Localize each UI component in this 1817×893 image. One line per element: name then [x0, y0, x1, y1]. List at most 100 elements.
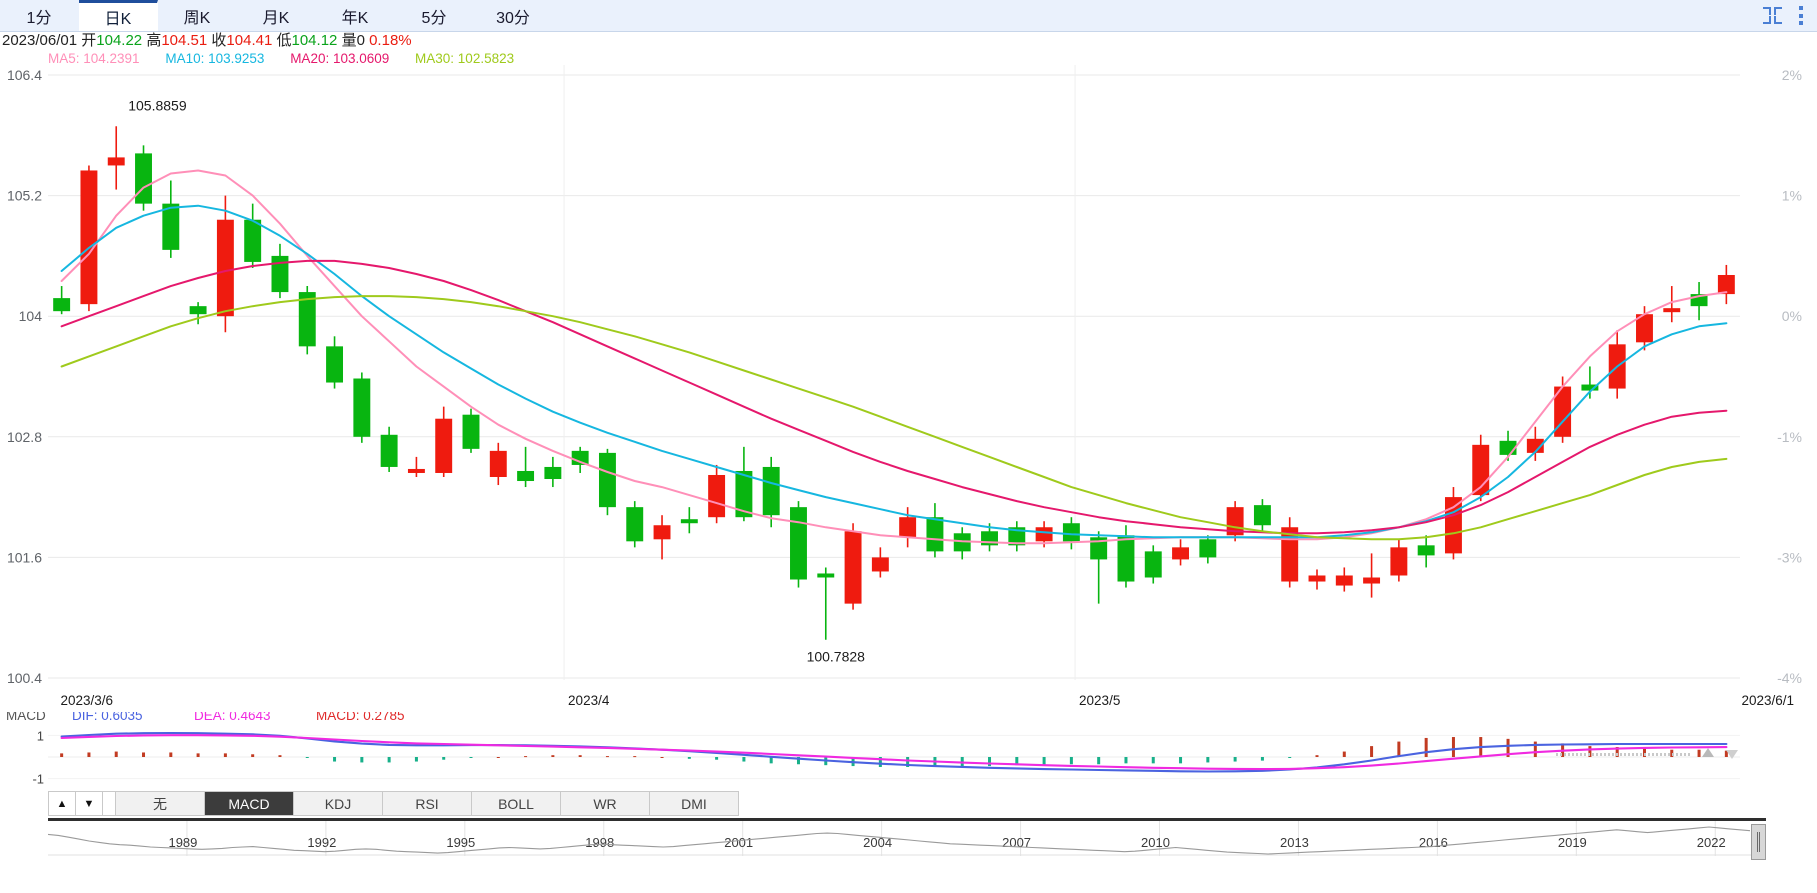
macd-histogram-bar — [960, 757, 964, 767]
candlestick — [517, 446, 535, 488]
volume-value: 0 — [356, 32, 365, 49]
macd-histogram-bar — [196, 753, 200, 757]
tab-1min[interactable]: 1分 — [26, 9, 52, 27]
candlestick — [708, 464, 726, 524]
price-chart[interactable]: 106.4 105.2 104 102.8 101.6 100.4 2% 1% 0% -1% -3%… — [0, 0, 1817, 740]
minimap-year-label: 2010 — [1141, 835, 1170, 850]
macd-value-readout: MACD: 0.2785 — [316, 712, 405, 723]
scroll-down-triangle-icon[interactable] — [1726, 750, 1738, 759]
candlestick — [216, 195, 234, 333]
candlestick — [80, 165, 98, 312]
ma-line — [60, 259, 1728, 535]
candlestick — [1417, 535, 1435, 568]
macd-dea-readout: DEA: 0.4643 — [194, 712, 271, 723]
indicator-dmi[interactable]: DMI — [650, 792, 738, 815]
macd-y-tick: 1 — [37, 728, 44, 743]
tab-30min[interactable]: 30分 — [496, 9, 530, 27]
indicator-rsi[interactable]: RSI — [383, 792, 472, 815]
volume-label: 量 — [341, 32, 357, 49]
macd-histogram-bar — [1451, 737, 1455, 757]
minimap-scroll-handle[interactable] — [1751, 824, 1766, 860]
low-annotation: 100.7828 — [807, 649, 866, 665]
low-value: 104.12 — [291, 32, 338, 49]
macd-histogram-bar — [1015, 757, 1019, 766]
candlestick — [953, 527, 971, 560]
candlestick — [1281, 517, 1299, 588]
ma5-readout: MA5: 104.2391 — [48, 51, 140, 66]
candlestick — [735, 446, 753, 522]
overview-minimap[interactable]: 1989 1992 1995 1998 2001 2004 2007 2010 2013 2016… — [47, 818, 1766, 861]
indicator-macd[interactable]: MACD — [205, 792, 294, 815]
minimap-year-label: 2001 — [724, 835, 753, 850]
y-axis-tick: 105.2 — [7, 188, 42, 204]
tab-5min[interactable]: 5分 — [421, 9, 447, 27]
macd-histogram-bar — [1315, 755, 1319, 757]
macd-histogram-bar — [360, 757, 364, 763]
candlestick — [598, 448, 616, 516]
close-value: 104.41 — [226, 32, 273, 49]
minimap-year-label: 2013 — [1280, 835, 1309, 850]
candlestick — [1144, 545, 1162, 584]
macd-chart[interactable]: MACD DIF: 0.6035 DEA: 0.4643 MACD: 0.2785 1 -… — [0, 712, 1817, 832]
macd-dea-line — [60, 734, 1728, 771]
tab-weekk[interactable]: 周K — [183, 9, 211, 27]
quote-date: 2023/06/01 — [2, 32, 78, 49]
indicator-wr[interactable]: WR — [561, 792, 650, 815]
macd-histogram-bar — [469, 757, 473, 758]
high-label: 高 — [146, 32, 162, 49]
candlestick — [817, 567, 835, 640]
ma-line — [60, 204, 1728, 539]
ma30-readout: MA30: 102.5823 — [415, 51, 515, 66]
macd-histogram-bar — [87, 752, 91, 757]
macd-dif-readout: DIF: 0.6035 — [72, 712, 143, 723]
tab-yeark[interactable]: 年K — [341, 9, 369, 27]
tab-monthk[interactable]: 月K — [262, 9, 290, 27]
indicator-up-button[interactable]: ▲ — [49, 792, 76, 815]
macd-histogram-bar — [1097, 757, 1101, 765]
macd-histogram-bar — [1424, 737, 1428, 757]
candlestick — [1199, 535, 1217, 564]
macd-histogram-bar — [1370, 746, 1374, 757]
macd-histogram-bar — [769, 757, 773, 764]
candlestick — [1526, 426, 1544, 461]
x-axis-tick: 2023/6/1 — [1741, 693, 1794, 708]
indicator-kdj[interactable]: KDJ — [294, 792, 383, 815]
candlestick — [844, 523, 862, 610]
candlestick — [435, 406, 453, 477]
candlestick — [1062, 517, 1080, 550]
macd-histogram-bar — [1206, 757, 1210, 763]
macd-histogram-bar — [442, 757, 446, 760]
macd-histogram-bar — [1342, 751, 1346, 757]
quote-ma-line: MA5: 104.2391 MA10: 103.9253 MA20: 103.0… — [0, 50, 536, 68]
candlestick — [1008, 521, 1026, 552]
candlestick — [53, 286, 71, 315]
macd-y-tick: -1 — [32, 772, 44, 787]
more-vertical-icon[interactable] — [1798, 6, 1803, 25]
macd-histogram-bar — [60, 753, 64, 757]
candlestick — [1335, 567, 1353, 592]
minimap-year-label: 2016 — [1419, 835, 1448, 850]
x-axis-tick: 2023/4 — [568, 693, 610, 708]
candlestick — [1090, 531, 1108, 604]
indicator-none[interactable]: 无 — [116, 792, 205, 815]
macd-histogram-bar — [1615, 747, 1619, 757]
ma-line — [60, 295, 1728, 541]
candlestick — [926, 503, 944, 558]
macd-histogram-bar — [1042, 757, 1046, 766]
macd-histogram-bar — [1179, 757, 1183, 764]
indicator-boll[interactable]: BOLL — [472, 792, 561, 815]
candlestick — [380, 426, 398, 472]
scroll-up-triangle-icon[interactable] — [1702, 748, 1714, 757]
indicator-down-button[interactable]: ▼ — [76, 792, 103, 815]
candlestick — [1117, 525, 1135, 588]
y-axis-tick: 106.4 — [7, 67, 42, 83]
macd-histogram-bar — [687, 757, 691, 759]
candlestick — [1717, 264, 1735, 305]
scroll-hint-dots — [1556, 751, 1696, 758]
candlestick — [489, 442, 507, 486]
collapse-icon[interactable] — [1763, 7, 1782, 24]
macd-histogram-bar — [1397, 741, 1401, 757]
minimap-year-label: 2004 — [863, 835, 892, 850]
tab-dayk[interactable]: 日K — [79, 0, 158, 31]
macd-histogram-bar — [114, 751, 118, 757]
